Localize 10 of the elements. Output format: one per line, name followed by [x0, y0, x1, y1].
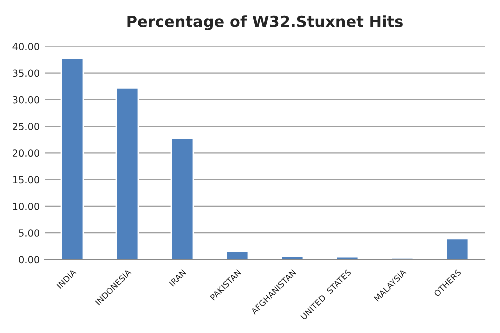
y-tick-label: 5.00 [19, 230, 40, 237]
y-tick-label: 20.00 [13, 150, 40, 158]
y-tick-label: 40.00 [12, 43, 40, 50]
y-tick-label: 30.00 [13, 96, 40, 104]
y-tick-label: 0.00 [19, 256, 40, 264]
y-tick-label: 25.00 [13, 123, 40, 130]
chart-title: Percentage of W32.Stuxnet Hits [128, 16, 403, 30]
y-tick-label: 15.00 [13, 176, 40, 184]
y-tick-label: 35.00 [13, 70, 40, 78]
y-tick-label: 10.00 [13, 202, 40, 210]
